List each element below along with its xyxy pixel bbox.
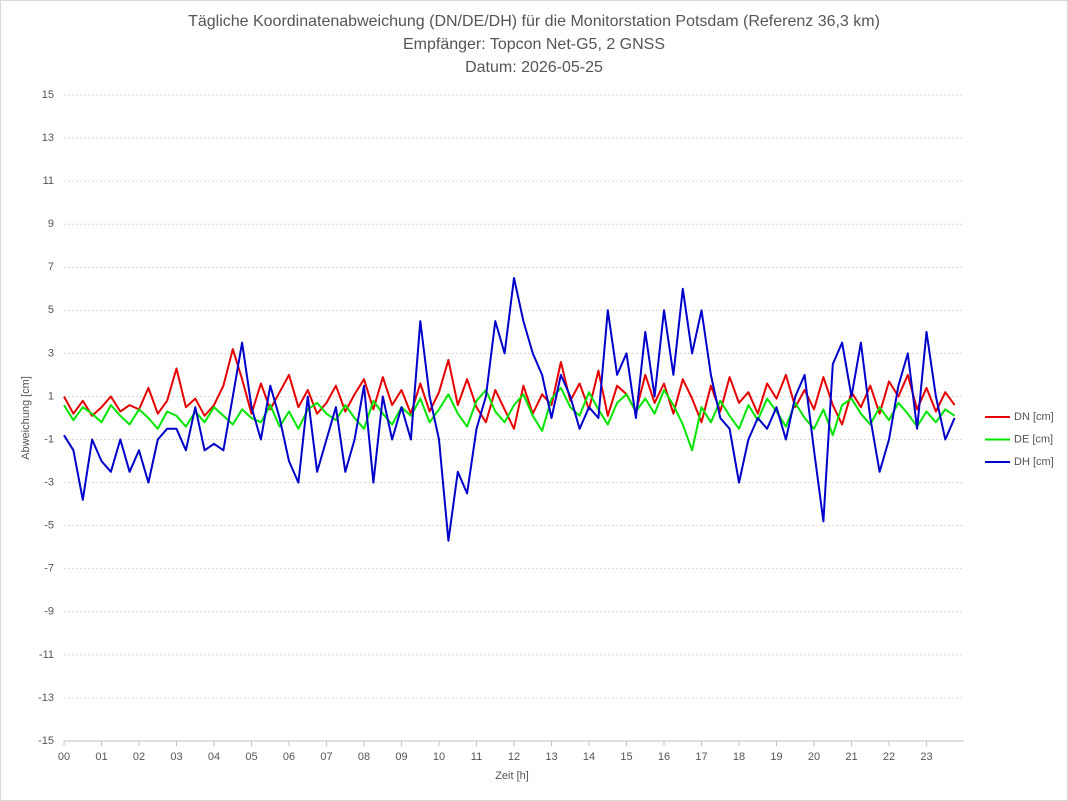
y-tick-label: -7: [44, 563, 54, 575]
x-tick-label: 10: [433, 751, 445, 763]
x-tick-label: 16: [658, 751, 670, 763]
x-tick-label: 18: [733, 751, 745, 763]
legend-label: DE [cm]: [1014, 433, 1053, 445]
series-line: [63, 277, 956, 542]
x-tick-label: 23: [920, 751, 932, 763]
chart-title: Tägliche Koordinatenabweichung (DN/DE/DH…: [188, 13, 880, 30]
x-tick-label: 02: [133, 751, 145, 763]
x-tick-label: 14: [583, 751, 595, 763]
y-tick-label: -11: [39, 649, 54, 661]
x-tick-label: 07: [320, 751, 332, 763]
y-tick-label: -15: [38, 735, 54, 747]
x-tick-label: 20: [808, 751, 820, 763]
y-tick-label: 11: [43, 175, 54, 187]
chart-subtitle: Empfänger: Topcon Net-G5, 2 GNSS: [403, 36, 665, 53]
x-tick-label: 22: [883, 751, 895, 763]
x-tick-label: 12: [508, 751, 520, 763]
x-tick-label: 04: [208, 751, 220, 763]
y-tick-label: -1: [44, 433, 54, 445]
chart-date: Datum: 2026-05-25: [465, 59, 603, 76]
legend-label: DH [cm]: [1014, 456, 1054, 468]
x-axis-label: Zeit [h]: [495, 770, 529, 782]
y-tick-label: 1: [48, 390, 54, 402]
x-tick-label: 05: [245, 751, 257, 763]
x-tick-label: 01: [95, 751, 107, 763]
y-tick-label: 15: [42, 89, 54, 101]
x-tick-label: 15: [620, 751, 632, 763]
x-tick-label: 00: [58, 751, 70, 763]
y-tick-label: 9: [48, 218, 54, 230]
y-tick-label: -13: [38, 692, 54, 704]
y-tick-label: 3: [48, 347, 54, 359]
y-tick-label: 7: [48, 261, 54, 273]
x-tick-label: 19: [770, 751, 782, 763]
x-tick-label: 06: [283, 751, 295, 763]
x-tick-label: 03: [170, 751, 182, 763]
y-tick-label: -5: [44, 520, 54, 532]
series-line: [63, 386, 956, 452]
x-tick-label: 21: [845, 751, 857, 763]
x-tick-label: 08: [358, 751, 370, 763]
y-tick-label: 5: [48, 304, 54, 316]
x-tick-label: 09: [395, 751, 407, 763]
y-tick-label: -9: [44, 606, 54, 618]
y-axis-label: Abweichung [cm]: [20, 376, 32, 460]
y-tick-label: -3: [44, 477, 54, 489]
legend-label: DN [cm]: [1014, 411, 1054, 423]
x-tick-label: 13: [545, 751, 557, 763]
y-tick-label: 13: [42, 132, 54, 144]
x-tick-label: 17: [695, 751, 707, 763]
x-tick-label: 11: [471, 751, 482, 763]
